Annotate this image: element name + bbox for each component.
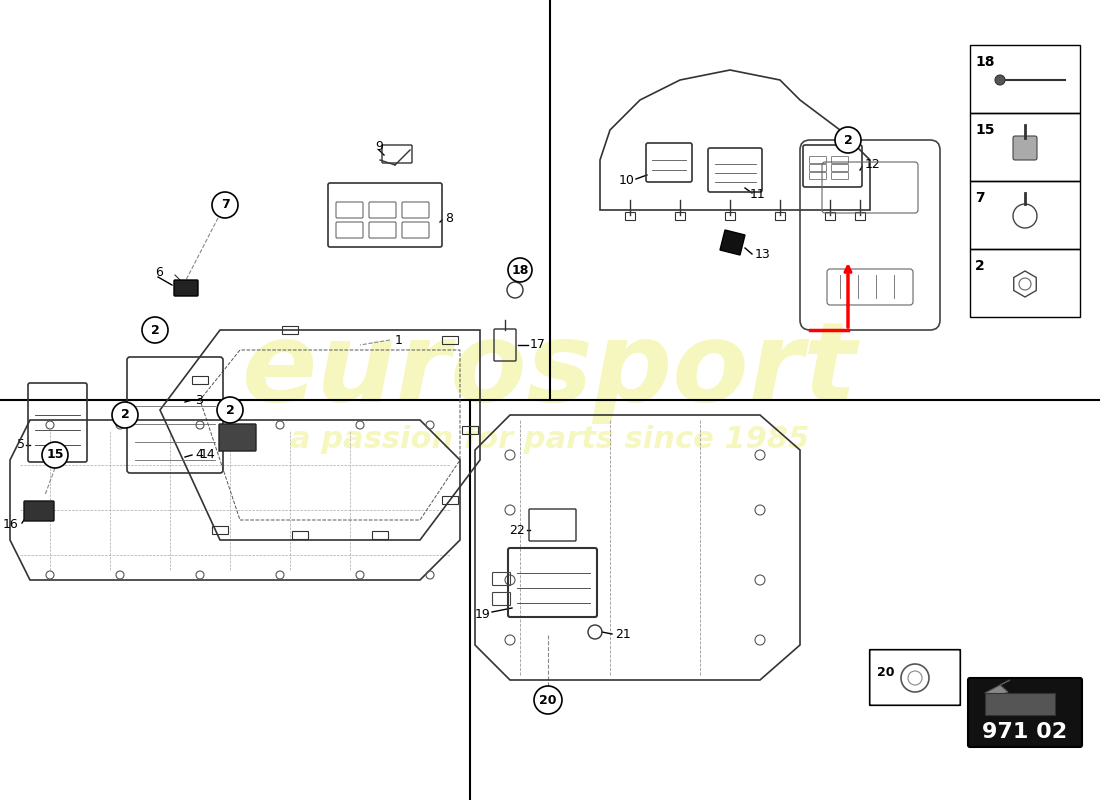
Circle shape <box>42 442 68 468</box>
Circle shape <box>508 258 532 282</box>
Text: eurosport: eurosport <box>242 317 858 423</box>
Text: 11: 11 <box>750 189 766 202</box>
Text: a passion for parts since 1985: a passion for parts since 1985 <box>290 426 810 454</box>
FancyBboxPatch shape <box>174 280 198 296</box>
Text: 7: 7 <box>975 191 984 205</box>
Bar <box>675 212 685 220</box>
Bar <box>725 212 735 220</box>
FancyBboxPatch shape <box>24 501 54 521</box>
Text: 2: 2 <box>151 323 160 337</box>
Text: 6: 6 <box>155 266 163 279</box>
Bar <box>855 212 865 220</box>
Text: 15: 15 <box>975 123 994 137</box>
Text: 17: 17 <box>530 338 546 351</box>
Circle shape <box>112 402 138 428</box>
Bar <box>442 496 458 504</box>
Text: 14: 14 <box>199 449 214 462</box>
FancyBboxPatch shape <box>219 424 256 451</box>
Text: 22: 22 <box>509 523 525 537</box>
Text: 5: 5 <box>16 438 25 451</box>
Bar <box>970 113 1080 181</box>
Text: 20: 20 <box>539 694 557 706</box>
Text: 16: 16 <box>2 518 18 531</box>
Polygon shape <box>720 230 745 255</box>
Bar <box>292 531 308 539</box>
FancyBboxPatch shape <box>968 678 1082 747</box>
Text: 8: 8 <box>446 211 453 225</box>
Text: 9: 9 <box>375 139 383 153</box>
Text: 2: 2 <box>226 403 234 417</box>
Text: 21: 21 <box>615 629 630 642</box>
Text: 2: 2 <box>121 409 130 422</box>
Polygon shape <box>984 680 1010 700</box>
Circle shape <box>212 192 238 218</box>
Bar <box>372 531 388 539</box>
Text: 20: 20 <box>877 666 894 678</box>
Bar <box>776 212 785 220</box>
Text: 10: 10 <box>619 174 635 186</box>
Text: 7: 7 <box>221 198 230 211</box>
Bar <box>970 181 1080 249</box>
FancyBboxPatch shape <box>1013 136 1037 160</box>
Text: 2: 2 <box>975 259 984 273</box>
Bar <box>825 212 835 220</box>
Text: 18: 18 <box>975 55 994 69</box>
Text: 15: 15 <box>46 449 64 462</box>
Text: 971 02: 971 02 <box>982 722 1068 742</box>
Bar <box>282 326 298 334</box>
Bar <box>625 212 635 220</box>
Bar <box>192 376 208 384</box>
Circle shape <box>835 127 861 153</box>
Circle shape <box>996 75 1005 85</box>
Text: 1: 1 <box>395 334 403 346</box>
Text: 18: 18 <box>512 263 529 277</box>
Bar <box>212 526 228 534</box>
Bar <box>984 693 1055 715</box>
Circle shape <box>217 397 243 423</box>
Text: 3: 3 <box>195 394 202 406</box>
Circle shape <box>142 317 168 343</box>
Bar <box>970 45 1080 113</box>
Text: 2: 2 <box>844 134 852 146</box>
Text: 12: 12 <box>865 158 881 171</box>
Bar <box>462 426 478 434</box>
Text: 19: 19 <box>474 609 490 622</box>
Bar <box>970 249 1080 317</box>
Bar <box>442 336 458 344</box>
Circle shape <box>534 686 562 714</box>
Text: 13: 13 <box>755 249 771 262</box>
Text: 4: 4 <box>195 449 202 462</box>
